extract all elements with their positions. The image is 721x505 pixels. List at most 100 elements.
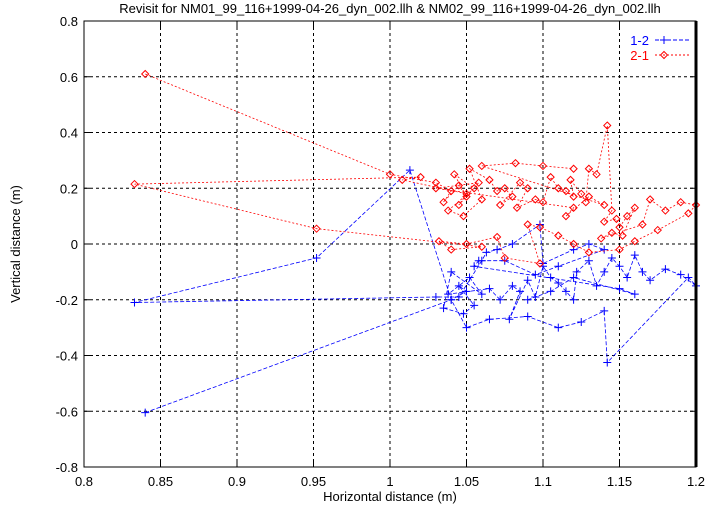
plus-marker — [554, 279, 563, 288]
plus-marker — [630, 290, 639, 299]
diamond-marker — [659, 50, 669, 60]
diamond-marker — [630, 203, 640, 212]
diamond-marker — [434, 237, 444, 246]
y-tick-label: -0.6 — [56, 404, 78, 419]
diamond-marker — [398, 175, 407, 185]
plus-marker — [607, 253, 616, 262]
plus-marker — [554, 262, 563, 271]
plus-marker — [569, 245, 578, 254]
legend-label: 1-2 — [630, 33, 649, 48]
diamond-marker — [577, 189, 586, 199]
diamond-marker — [569, 164, 578, 173]
x-tick-label: 0.8 — [75, 474, 93, 489]
y-tick-label: -0.2 — [56, 293, 78, 308]
y-tick-label: 0.6 — [60, 70, 78, 85]
diamond-marker — [554, 184, 563, 193]
diamond-marker — [474, 178, 483, 187]
diamond-marker — [492, 232, 502, 242]
diamond-marker — [500, 253, 509, 263]
diamond-marker — [454, 200, 464, 210]
diamond-marker — [439, 197, 448, 207]
plus-marker — [546, 273, 555, 282]
plus-marker — [439, 304, 448, 313]
diamond-marker — [554, 231, 563, 240]
plus-marker — [561, 287, 570, 296]
plus-marker — [470, 262, 479, 271]
diamond-marker — [140, 69, 150, 79]
y-tick-label: -0.4 — [56, 349, 78, 364]
plus-marker — [600, 267, 609, 276]
plus-marker — [454, 292, 463, 301]
plus-marker — [505, 315, 514, 324]
plus-marker — [592, 281, 601, 290]
diamond-marker — [676, 197, 685, 207]
diamond-marker — [462, 189, 471, 199]
diamond-marker — [454, 181, 464, 190]
diamond-marker — [569, 192, 578, 201]
grid — [84, 21, 696, 467]
plus-marker — [615, 284, 624, 293]
diamond-marker — [431, 184, 441, 193]
plus-marker — [684, 273, 693, 282]
plus-marker — [531, 292, 540, 301]
diamond-marker — [535, 223, 545, 232]
x-tick-label: 1.05 — [454, 474, 479, 489]
y-axis-label: Vertical distance (m) — [8, 185, 23, 303]
plus-marker — [312, 253, 321, 262]
diamond-marker — [385, 170, 395, 179]
diamond-marker — [615, 245, 624, 254]
diamond-marker — [607, 228, 617, 238]
plus-marker — [130, 298, 139, 307]
x-tick-label: 0.85 — [148, 474, 173, 489]
diamond-marker — [596, 234, 606, 243]
plus-marker — [600, 245, 609, 254]
plus-marker — [660, 36, 668, 44]
diamond-marker — [538, 161, 548, 171]
x-axis-label: Horizontal distance (m) — [323, 489, 457, 504]
diamond-marker — [653, 225, 662, 235]
plus-marker — [523, 276, 532, 285]
diamond-marker — [645, 195, 655, 204]
diamond-marker — [495, 200, 505, 210]
y-tick-label: 0.8 — [60, 14, 78, 29]
plus-marker — [485, 284, 494, 293]
plus-marker — [508, 240, 517, 248]
plus-marker — [572, 267, 581, 276]
diamond-marker — [469, 184, 479, 193]
plus-marker — [569, 295, 578, 304]
diamond-marker — [485, 175, 494, 185]
diamond-marker — [618, 231, 627, 240]
plus-marker — [516, 287, 525, 296]
plus-marker — [584, 240, 593, 248]
x-tick-label: 1.15 — [607, 474, 632, 489]
diamond-marker — [512, 203, 522, 212]
chart-title: Revisit for NM01_99_116+1999-04-26_dyn_0… — [119, 1, 661, 16]
y-tick-label: 0.2 — [60, 181, 78, 196]
plus-marker — [569, 273, 578, 282]
plus-marker — [676, 270, 685, 279]
plus-marker — [474, 256, 483, 265]
diamond-marker — [523, 184, 532, 193]
x-tick-label: 0.9 — [228, 474, 246, 489]
plus-marker — [477, 290, 486, 299]
plus-marker — [465, 273, 474, 282]
series-2-1 — [130, 69, 701, 268]
plus-marker — [141, 408, 150, 417]
diamond-marker — [130, 179, 139, 189]
diamond-marker — [477, 161, 487, 171]
diamond-marker — [599, 200, 609, 210]
plus-marker — [454, 281, 463, 290]
diamond-marker — [531, 195, 540, 204]
plus-marker — [623, 273, 632, 282]
plus-marker — [630, 251, 639, 260]
plus-marker — [523, 312, 532, 321]
plus-marker — [615, 262, 624, 271]
plus-marker — [523, 295, 532, 304]
diamond-marker — [603, 121, 612, 130]
x-tick-label: 1.1 — [534, 474, 552, 489]
plus-marker — [462, 323, 471, 332]
plus-marker — [603, 358, 612, 367]
diamond-marker — [638, 220, 647, 229]
diamond-marker — [622, 211, 632, 221]
plus-marker — [500, 256, 509, 265]
